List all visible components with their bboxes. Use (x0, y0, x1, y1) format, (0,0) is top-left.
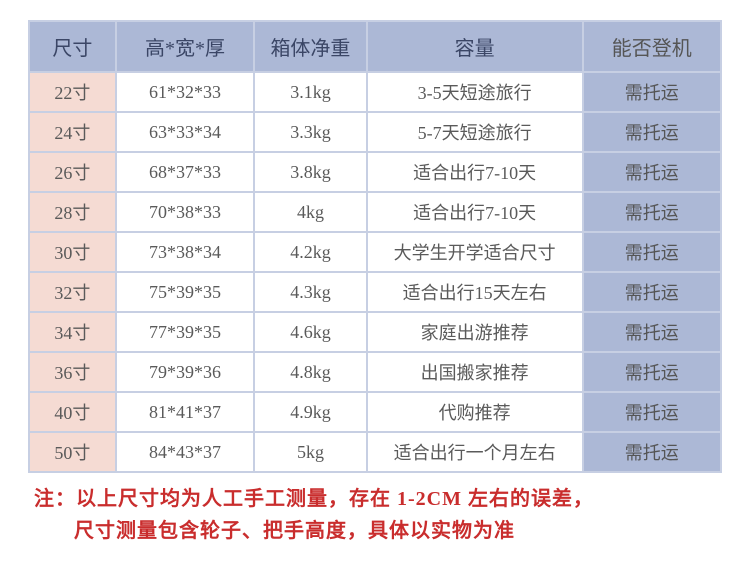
cell-boarding: 需托运 (583, 272, 721, 312)
cell-size: 26寸 (29, 152, 116, 192)
table-body: 22寸61*32*333.1kg3-5天短途旅行需托运24寸63*33*343.… (29, 72, 721, 472)
cell-capacity: 3-5天短途旅行 (367, 72, 583, 112)
header-boarding: 能否登机 (583, 21, 721, 72)
cell-boarding: 需托运 (583, 192, 721, 232)
cell-capacity: 适合出行7-10天 (367, 152, 583, 192)
cell-boarding: 需托运 (583, 352, 721, 392)
cell-size: 24寸 (29, 112, 116, 152)
cell-capacity: 适合出行一个月左右 (367, 432, 583, 472)
header-capacity: 容量 (367, 21, 583, 72)
cell-capacity: 5-7天短途旅行 (367, 112, 583, 152)
cell-weight: 4.3kg (254, 272, 367, 312)
cell-weight: 3.3kg (254, 112, 367, 152)
cell-weight: 3.1kg (254, 72, 367, 112)
cell-boarding: 需托运 (583, 72, 721, 112)
table-row: 40寸81*41*374.9kg代购推荐需托运 (29, 392, 721, 432)
note: 注：以上尺寸均为人工手工测量，存在 1-2CM 左右的误差， 尺寸测量包含轮子、… (28, 483, 722, 547)
cell-boarding: 需托运 (583, 312, 721, 352)
size-table: 尺寸 高*宽*厚 箱体净重 容量 能否登机 22寸61*32*333.1kg3-… (28, 20, 722, 473)
cell-size: 40寸 (29, 392, 116, 432)
table-row: 22寸61*32*333.1kg3-5天短途旅行需托运 (29, 72, 721, 112)
header-weight: 箱体净重 (254, 21, 367, 72)
cell-weight: 4.8kg (254, 352, 367, 392)
table-row: 34寸77*39*354.6kg家庭出游推荐需托运 (29, 312, 721, 352)
header-size: 尺寸 (29, 21, 116, 72)
cell-dim: 84*43*37 (116, 432, 254, 472)
cell-dim: 73*38*34 (116, 232, 254, 272)
table-row: 36寸79*39*364.8kg出国搬家推荐需托运 (29, 352, 721, 392)
cell-capacity: 家庭出游推荐 (367, 312, 583, 352)
cell-weight: 5kg (254, 432, 367, 472)
cell-capacity: 大学生开学适合尺寸 (367, 232, 583, 272)
table-row: 50寸84*43*375kg适合出行一个月左右需托运 (29, 432, 721, 472)
cell-dim: 77*39*35 (116, 312, 254, 352)
table-row: 26寸68*37*333.8kg适合出行7-10天需托运 (29, 152, 721, 192)
table-row: 24寸63*33*343.3kg5-7天短途旅行需托运 (29, 112, 721, 152)
cell-boarding: 需托运 (583, 392, 721, 432)
table-row: 28寸70*38*334kg适合出行7-10天需托运 (29, 192, 721, 232)
cell-weight: 3.8kg (254, 152, 367, 192)
cell-dim: 68*37*33 (116, 152, 254, 192)
cell-dim: 61*32*33 (116, 72, 254, 112)
cell-weight: 4.6kg (254, 312, 367, 352)
cell-weight: 4.2kg (254, 232, 367, 272)
cell-dim: 75*39*35 (116, 272, 254, 312)
cell-boarding: 需托运 (583, 232, 721, 272)
header-row: 尺寸 高*宽*厚 箱体净重 容量 能否登机 (29, 21, 721, 72)
cell-size: 32寸 (29, 272, 116, 312)
cell-dim: 81*41*37 (116, 392, 254, 432)
note-line-2: 尺寸测量包含轮子、把手高度，具体以实物为准 (34, 515, 716, 547)
cell-capacity: 适合出行15天左右 (367, 272, 583, 312)
cell-size: 22寸 (29, 72, 116, 112)
cell-weight: 4kg (254, 192, 367, 232)
cell-dim: 63*33*34 (116, 112, 254, 152)
cell-weight: 4.9kg (254, 392, 367, 432)
note-line-1: 注：以上尺寸均为人工手工测量，存在 1-2CM 左右的误差， (34, 483, 716, 515)
cell-size: 28寸 (29, 192, 116, 232)
cell-boarding: 需托运 (583, 112, 721, 152)
cell-boarding: 需托运 (583, 432, 721, 472)
cell-dim: 79*39*36 (116, 352, 254, 392)
table-row: 32寸75*39*354.3kg适合出行15天左右需托运 (29, 272, 721, 312)
cell-size: 36寸 (29, 352, 116, 392)
header-dim: 高*宽*厚 (116, 21, 254, 72)
table-row: 30寸73*38*344.2kg大学生开学适合尺寸需托运 (29, 232, 721, 272)
cell-boarding: 需托运 (583, 152, 721, 192)
cell-capacity: 适合出行7-10天 (367, 192, 583, 232)
cell-capacity: 代购推荐 (367, 392, 583, 432)
cell-size: 50寸 (29, 432, 116, 472)
cell-size: 34寸 (29, 312, 116, 352)
cell-dim: 70*38*33 (116, 192, 254, 232)
cell-capacity: 出国搬家推荐 (367, 352, 583, 392)
cell-size: 30寸 (29, 232, 116, 272)
